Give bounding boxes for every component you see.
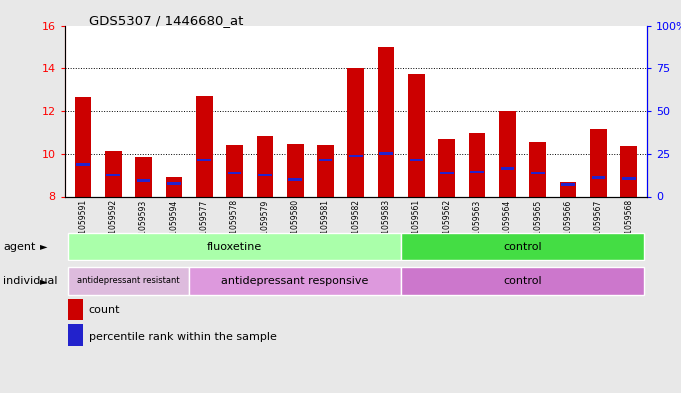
Bar <box>531 172 545 174</box>
Bar <box>379 152 393 155</box>
Bar <box>258 174 272 176</box>
Bar <box>74 97 91 196</box>
Text: agent: agent <box>3 242 36 252</box>
Bar <box>499 111 516 196</box>
Bar <box>106 174 120 176</box>
Bar <box>196 96 212 196</box>
Bar <box>592 176 605 178</box>
Text: antidepressant responsive: antidepressant responsive <box>221 276 369 286</box>
Bar <box>401 233 644 260</box>
Text: ►: ► <box>39 276 47 286</box>
Text: control: control <box>503 242 542 252</box>
Text: individual: individual <box>3 276 58 286</box>
Bar <box>410 159 424 162</box>
Bar <box>136 157 152 196</box>
Bar <box>319 159 332 162</box>
Bar <box>439 139 455 196</box>
Bar <box>529 142 546 196</box>
Bar <box>349 154 363 157</box>
Bar <box>378 47 394 196</box>
Bar <box>137 179 151 182</box>
Bar <box>227 172 241 174</box>
Text: percentile rank within the sample: percentile rank within the sample <box>89 332 276 342</box>
Bar <box>105 151 121 196</box>
Text: control: control <box>503 276 542 286</box>
Bar <box>561 184 575 186</box>
Bar <box>167 182 180 185</box>
Bar <box>440 172 454 174</box>
Bar <box>197 159 211 162</box>
Bar <box>288 178 302 181</box>
Bar <box>189 267 401 295</box>
Bar <box>471 171 484 173</box>
Bar <box>287 144 304 196</box>
Bar <box>165 177 183 196</box>
Bar <box>622 177 635 180</box>
Bar <box>408 73 425 196</box>
Bar <box>347 68 364 196</box>
Bar <box>401 267 644 295</box>
Text: fluoxetine: fluoxetine <box>207 242 262 252</box>
Bar <box>257 136 273 196</box>
Bar <box>317 145 334 196</box>
Bar <box>501 167 514 170</box>
Text: ►: ► <box>39 242 47 252</box>
Bar <box>590 129 607 196</box>
Bar <box>560 182 576 196</box>
Bar <box>226 145 243 196</box>
Text: antidepressant resistant: antidepressant resistant <box>77 277 180 285</box>
Bar <box>620 146 637 196</box>
Text: count: count <box>89 305 120 315</box>
Bar <box>67 233 401 260</box>
Bar <box>469 134 486 196</box>
Bar <box>67 267 189 295</box>
Text: GDS5307 / 1446680_at: GDS5307 / 1446680_at <box>89 14 243 27</box>
Bar <box>76 163 90 166</box>
